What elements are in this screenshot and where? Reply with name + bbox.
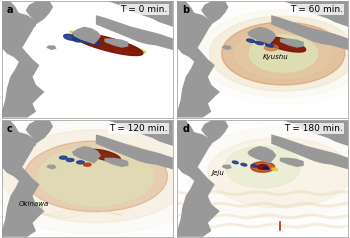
Polygon shape <box>96 15 173 50</box>
Polygon shape <box>241 163 247 166</box>
Polygon shape <box>72 27 101 44</box>
Polygon shape <box>108 1 173 27</box>
Polygon shape <box>84 163 91 166</box>
Polygon shape <box>280 158 304 167</box>
Polygon shape <box>72 37 82 42</box>
Polygon shape <box>2 120 44 237</box>
Polygon shape <box>271 134 348 169</box>
Polygon shape <box>251 162 275 172</box>
Polygon shape <box>46 45 56 50</box>
Polygon shape <box>255 41 263 45</box>
Polygon shape <box>222 165 232 169</box>
Polygon shape <box>247 39 255 42</box>
Polygon shape <box>96 134 173 169</box>
Polygon shape <box>104 158 128 167</box>
Polygon shape <box>235 29 331 78</box>
Polygon shape <box>222 22 345 85</box>
Polygon shape <box>25 141 167 212</box>
Polygon shape <box>201 120 229 146</box>
Text: T = 180 min.: T = 180 min. <box>284 124 343 133</box>
Polygon shape <box>266 44 274 47</box>
Polygon shape <box>184 3 350 104</box>
Polygon shape <box>177 1 220 118</box>
Polygon shape <box>77 161 84 164</box>
Polygon shape <box>92 41 100 45</box>
Polygon shape <box>283 1 348 27</box>
Polygon shape <box>263 167 269 169</box>
Polygon shape <box>208 138 350 208</box>
Polygon shape <box>82 39 90 43</box>
Text: d: d <box>182 124 189 134</box>
Polygon shape <box>225 146 300 188</box>
Polygon shape <box>210 16 350 91</box>
Text: T = 120 min.: T = 120 min. <box>109 124 168 133</box>
Polygon shape <box>271 15 348 50</box>
Text: Okinawa: Okinawa <box>19 201 49 207</box>
Polygon shape <box>232 161 238 164</box>
Polygon shape <box>249 35 317 72</box>
Polygon shape <box>222 45 232 50</box>
Text: T = 60 min.: T = 60 min. <box>290 5 343 14</box>
Polygon shape <box>261 36 306 52</box>
Polygon shape <box>70 31 146 53</box>
Text: a: a <box>7 5 13 15</box>
Polygon shape <box>249 36 317 71</box>
Polygon shape <box>258 165 268 169</box>
Polygon shape <box>104 38 128 48</box>
Polygon shape <box>46 165 56 169</box>
Polygon shape <box>247 146 276 164</box>
Polygon shape <box>0 106 237 238</box>
Text: Kyushu: Kyushu <box>263 54 288 60</box>
Polygon shape <box>2 1 44 118</box>
Polygon shape <box>163 116 350 229</box>
Polygon shape <box>22 205 43 211</box>
Text: T = 0 min.: T = 0 min. <box>120 5 168 14</box>
Polygon shape <box>280 38 304 48</box>
Polygon shape <box>201 1 229 27</box>
Polygon shape <box>272 168 278 171</box>
Polygon shape <box>2 130 190 223</box>
Polygon shape <box>26 1 53 27</box>
Polygon shape <box>73 33 143 55</box>
Text: c: c <box>7 124 13 134</box>
Polygon shape <box>26 120 53 146</box>
Polygon shape <box>251 164 257 167</box>
Polygon shape <box>283 120 348 146</box>
Polygon shape <box>60 156 67 159</box>
Polygon shape <box>38 147 153 206</box>
Polygon shape <box>88 149 120 161</box>
Polygon shape <box>247 27 276 44</box>
Polygon shape <box>108 120 173 146</box>
Polygon shape <box>198 10 350 97</box>
Polygon shape <box>72 146 101 164</box>
Polygon shape <box>64 34 77 40</box>
Polygon shape <box>0 119 212 234</box>
Polygon shape <box>187 127 350 218</box>
Polygon shape <box>66 159 74 162</box>
Polygon shape <box>264 45 278 51</box>
Text: b: b <box>182 5 189 15</box>
Text: Jeju: Jeju <box>211 170 224 176</box>
Polygon shape <box>177 120 220 237</box>
